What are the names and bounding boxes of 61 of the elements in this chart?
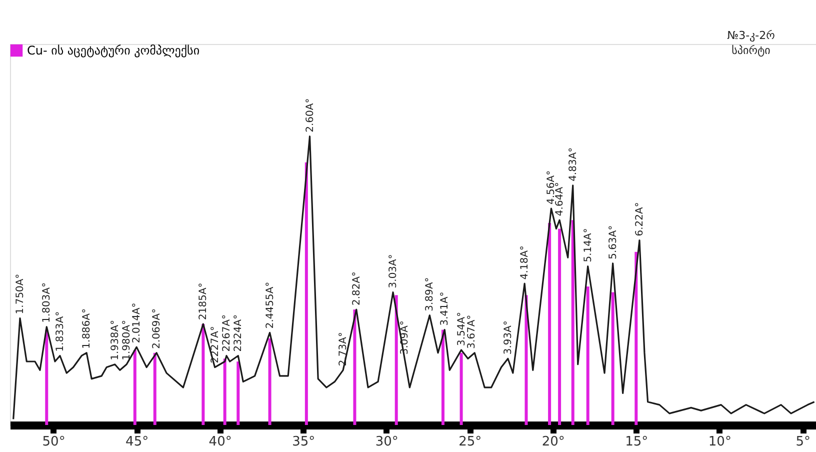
x-tick-label: 45°: [126, 434, 149, 450]
annotation: 3.09A°: [400, 320, 411, 355]
annotation: 4.18A°: [520, 245, 531, 280]
x-tick-label: 20°: [542, 434, 565, 450]
annotation: 1.980A°: [122, 320, 133, 360]
annotation: 1.833A°: [54, 311, 66, 352]
annotation: 3.54A°: [456, 312, 468, 346]
bar: [571, 220, 574, 425]
bar: [586, 286, 590, 425]
x-tick-label: 15°: [625, 434, 648, 450]
annotation: 3.93A°: [502, 320, 514, 355]
annotation: 2.069A°: [152, 308, 163, 349]
bar: [394, 295, 398, 425]
bar: [153, 352, 156, 425]
x-tick-label: 50°: [42, 434, 66, 450]
annotation: 1.886A°: [82, 308, 93, 349]
annotation: 2.4455A°: [264, 282, 276, 329]
bar: [634, 252, 638, 425]
bar: [304, 162, 308, 425]
bar: [524, 295, 528, 425]
annotation: 6.22A°: [634, 202, 646, 236]
bar: [611, 292, 614, 425]
annotation: 2.73A°: [338, 332, 350, 366]
x-tick-label: 30°: [375, 434, 398, 450]
bar: [548, 222, 552, 425]
x-tick-label: 40°: [208, 434, 232, 450]
bar: [133, 350, 136, 425]
annotation: 3.41A°: [440, 292, 451, 326]
bar: [353, 310, 356, 425]
annotation: 4.83A°: [568, 147, 579, 182]
annotation: 5.63A°: [608, 225, 619, 260]
bar: [441, 330, 444, 425]
annotation: 1.938A°: [110, 320, 121, 360]
bar: [45, 330, 48, 425]
annotation: 2185A°: [198, 282, 210, 320]
bar: [223, 358, 226, 425]
annotation: 3.89A°: [424, 277, 436, 312]
bar: [202, 324, 205, 425]
annotation: 4.64A°: [554, 182, 566, 216]
text: სპირტი: [732, 44, 771, 57]
x-tick-label: 35°: [292, 434, 316, 450]
annotation: 5.14A°: [582, 228, 594, 262]
text: №3-კ-2რ: [727, 29, 776, 42]
annotation: 2227A°: [210, 326, 221, 364]
annotation: 1.750A°: [14, 274, 26, 314]
bar: [236, 362, 240, 425]
annotation: 3.67A°: [466, 314, 478, 349]
x-tick-label: 5°: [796, 434, 811, 450]
annotation: 2267A°: [221, 314, 232, 352]
bar: [268, 338, 272, 425]
bar: [558, 228, 562, 425]
annotation: 2.82A°: [351, 271, 362, 306]
annotation: 2.60A°: [304, 98, 316, 132]
x-tick-label: 25°: [458, 434, 482, 450]
annotation: 2.014A°: [132, 302, 143, 344]
bar: [460, 352, 463, 425]
annotation: 3.03A°: [388, 254, 400, 288]
x-tick-label: 10°: [708, 434, 732, 450]
annotation: 1.803A°: [42, 282, 53, 323]
annotation: 2324A°: [233, 314, 244, 352]
legend-label: Cu- ის აცეტატური კომპლექსი: [27, 44, 200, 58]
